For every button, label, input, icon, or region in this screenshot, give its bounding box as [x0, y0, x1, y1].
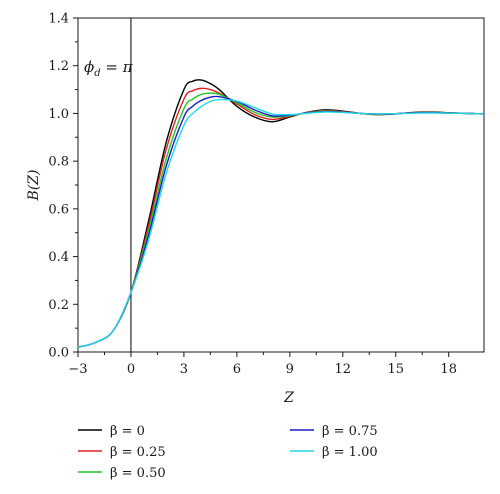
x-tick-label: 15 — [387, 362, 404, 377]
x-tick-label: 0 — [127, 362, 135, 377]
x-tick-label: 12 — [335, 362, 352, 377]
y-tick-label: 1.0 — [48, 107, 69, 122]
legend-label: β = 0.25 — [110, 445, 166, 460]
series-line-2 — [77, 92, 485, 348]
y-tick-label: 0.2 — [48, 298, 69, 313]
y-tick-label: 1.2 — [48, 59, 69, 74]
y-tick-label: 0.0 — [48, 346, 69, 361]
y-axis: 0.0 0.2 0.4 0.6 0.8 1.0 1.2 1.4 — [48, 12, 78, 361]
legend-label: β = 0.50 — [110, 466, 166, 481]
legend-label: β = 0.75 — [322, 424, 378, 439]
x-tick-label: −3 — [68, 362, 87, 377]
legend-label: β = 1.00 — [322, 445, 378, 460]
y-tick-label: 0.6 — [48, 202, 69, 217]
legend-label: β = 0 — [110, 424, 145, 439]
series-layer — [77, 79, 485, 348]
x-tick-label: 3 — [180, 362, 188, 377]
series-line-3 — [77, 95, 485, 348]
annotation-phi-d: ϕd = π — [84, 58, 134, 79]
x-tick-label: 6 — [233, 362, 241, 377]
x-axis: −3 0 3 6 9 12 15 18 — [68, 352, 457, 377]
y-tick-label: 0.4 — [48, 250, 69, 265]
series-line-0 — [77, 79, 485, 348]
x-tick-label: 18 — [440, 362, 457, 377]
legend: β = 0 β = 0.25 β = 0.50 β = 0.75 β = 1.00 — [78, 424, 378, 481]
series-line-4 — [77, 98, 485, 348]
series-line-1 — [77, 87, 485, 348]
x-tick-label: 9 — [286, 362, 294, 377]
y-axis-title: B(Z) — [26, 170, 42, 202]
y-tick-label: 0.8 — [48, 155, 69, 170]
plot-frame — [77, 17, 485, 353]
y-tick-label: 1.4 — [48, 12, 69, 27]
x-axis-title: Z — [283, 390, 294, 406]
